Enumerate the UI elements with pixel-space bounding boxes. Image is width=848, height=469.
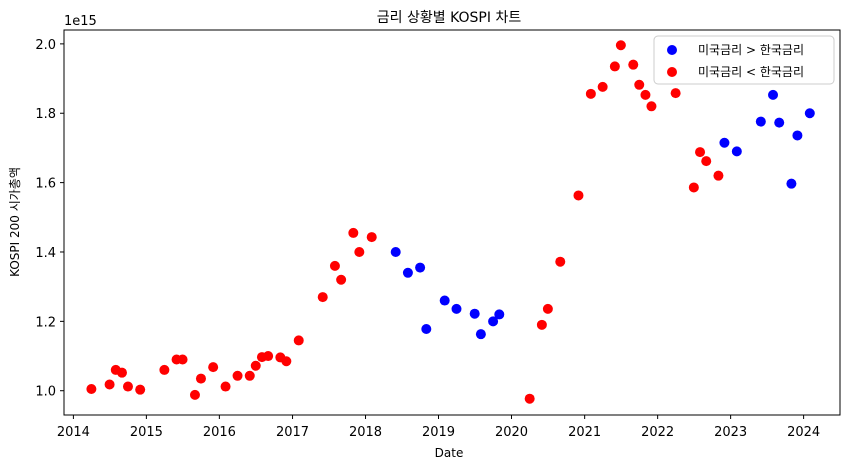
data-point-us-higher — [768, 89, 779, 100]
data-point-kr-higher — [542, 303, 553, 314]
data-point-us-higher — [494, 309, 505, 320]
data-point-kr-higher — [348, 227, 359, 238]
legend-marker-kr-higher — [667, 67, 677, 77]
x-tick-label: 2017 — [276, 425, 309, 440]
data-point-us-higher — [719, 137, 730, 148]
x-axis-label: Date — [435, 446, 464, 460]
data-point-kr-higher — [250, 360, 261, 371]
legend: 미국금리 > 한국금리 미국금리 < 한국금리 — [653, 35, 835, 85]
data-point-us-higher — [469, 308, 480, 319]
data-point-kr-higher — [634, 79, 645, 90]
x-tick-label: 2020 — [495, 425, 528, 440]
data-point-kr-higher — [177, 354, 188, 365]
data-point-kr-higher — [232, 370, 243, 381]
data-point-kr-higher — [317, 292, 328, 303]
data-point-kr-higher — [281, 356, 292, 367]
x-tick-label: 2024 — [787, 425, 820, 440]
data-point-us-higher — [774, 117, 785, 128]
data-point-kr-higher — [597, 81, 608, 92]
y-tick-label: 1.4 — [35, 246, 56, 261]
y-axis: 1.0 1.2 1.4 1.6 1.8 2.0 — [35, 38, 64, 400]
data-point-us-higher — [390, 246, 401, 257]
data-point-kr-higher — [329, 260, 340, 271]
y-tick-label: 2.0 — [35, 38, 56, 53]
chart-title: 금리 상황별 KOSPI 차트 — [377, 10, 522, 26]
legend-box — [653, 35, 835, 85]
data-point-kr-higher — [713, 170, 724, 181]
data-point-kr-higher — [640, 89, 651, 100]
data-point-kr-higher — [695, 147, 706, 158]
y-tick-label: 1.0 — [35, 385, 56, 400]
legend-label-kr-higher: 미국금리 < 한국금리 — [698, 65, 804, 79]
y-tick-label: 1.8 — [35, 107, 56, 122]
data-point-kr-higher — [189, 389, 200, 400]
data-point-kr-higher — [609, 61, 620, 72]
data-point-us-higher — [451, 303, 462, 314]
x-tick-label: 2019 — [422, 425, 455, 440]
data-point-kr-higher — [104, 379, 115, 390]
data-point-us-higher — [475, 329, 486, 340]
data-point-kr-higher — [159, 364, 170, 375]
data-point-kr-higher — [688, 182, 699, 193]
data-point-us-higher — [731, 146, 742, 157]
data-point-us-higher — [804, 108, 815, 119]
data-point-kr-higher — [135, 384, 146, 395]
data-point-kr-higher — [263, 351, 274, 362]
x-tick-label: 2018 — [349, 425, 382, 440]
data-point-kr-higher — [536, 319, 547, 330]
data-point-kr-higher — [366, 232, 377, 243]
data-point-us-higher — [786, 178, 797, 189]
data-point-kr-higher — [615, 40, 626, 51]
data-point-kr-higher — [195, 373, 206, 384]
data-point-us-higher — [402, 267, 413, 278]
data-point-kr-higher — [701, 156, 712, 167]
data-point-kr-higher — [293, 335, 304, 346]
data-point-kr-higher — [555, 256, 566, 267]
y-tick-label: 1.6 — [35, 177, 56, 192]
data-point-us-higher — [755, 116, 766, 127]
x-axis: 2014 2015 2016 2017 2018 2019 2020 2021 2022 2023… — [57, 415, 820, 440]
data-point-kr-higher — [86, 383, 97, 394]
data-point-us-higher — [415, 262, 426, 273]
plot-area — [63, 29, 841, 416]
data-point-kr-higher — [670, 88, 681, 99]
x-tick-label: 2023 — [714, 425, 747, 440]
data-point-us-higher — [792, 130, 803, 141]
x-tick-label: 2016 — [203, 425, 236, 440]
x-tick-label: 2022 — [641, 425, 674, 440]
y-offset-label: 1e15 — [64, 14, 97, 29]
data-point-kr-higher — [573, 190, 584, 201]
data-point-kr-higher — [646, 101, 657, 112]
data-point-us-higher — [439, 295, 450, 306]
data-point-kr-higher — [524, 393, 535, 404]
x-tick-label: 2015 — [130, 425, 163, 440]
data-points — [86, 40, 815, 404]
legend-label-us-higher: 미국금리 > 한국금리 — [698, 43, 804, 57]
data-point-kr-higher — [122, 381, 133, 392]
data-point-kr-higher — [354, 246, 365, 257]
legend-marker-us-higher — [667, 45, 677, 55]
data-point-us-higher — [421, 323, 432, 334]
data-point-kr-higher — [208, 362, 219, 373]
data-point-kr-higher — [628, 59, 639, 70]
data-point-kr-higher — [336, 274, 347, 285]
x-tick-label: 2014 — [57, 425, 90, 440]
data-point-kr-higher — [116, 367, 127, 378]
data-point-kr-higher — [244, 370, 255, 381]
x-tick-label: 2021 — [568, 425, 601, 440]
data-point-us-higher — [488, 316, 499, 327]
y-axis-label: KOSPI 200 시가총액 — [8, 167, 22, 277]
data-point-kr-higher — [220, 381, 231, 392]
data-point-kr-higher — [585, 88, 596, 99]
y-tick-label: 1.2 — [35, 315, 56, 330]
